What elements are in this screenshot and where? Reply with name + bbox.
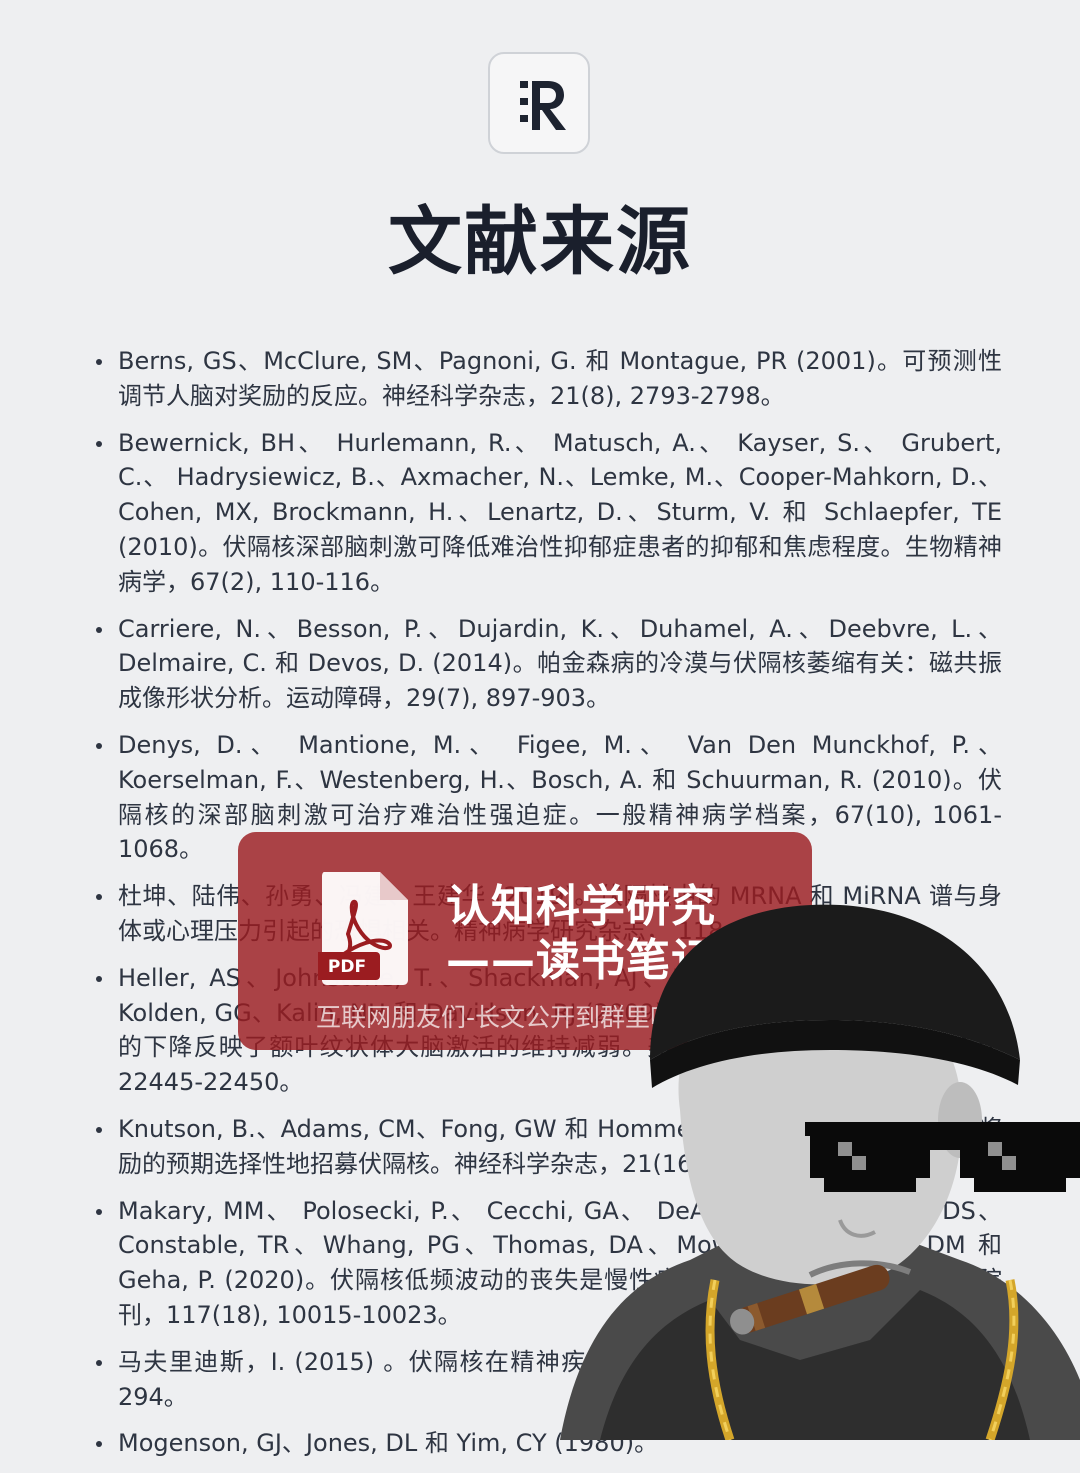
reference-item: Carriere, N.、Besson, P.、Dujardin, K.、Duh… bbox=[90, 612, 1002, 716]
reference-item: Berns, GS、McClure, SM、Pagnoni, G. 和 Mont… bbox=[90, 344, 1002, 414]
reference-item: Denys, D.、 Mantione, M.、 Figee, M.、 Van … bbox=[90, 728, 1002, 867]
logo bbox=[488, 52, 590, 154]
man-with-sunglasses-and-cigar-icon bbox=[560, 904, 1080, 1440]
banner-title: 认知科学研究 bbox=[446, 881, 716, 932]
r-logo-icon bbox=[520, 81, 566, 130]
pdf-label: PDF bbox=[328, 957, 366, 977]
banner-caption: 互联网朋友们-长文公开到群里吧 bbox=[316, 1003, 676, 1032]
reference-item: Bewernick, BH、 Hurlemann, R.、 Matusch, A… bbox=[90, 426, 1002, 600]
page-title: 文献来源 bbox=[388, 199, 692, 285]
pdf-file-icon: PDF bbox=[318, 872, 408, 985]
